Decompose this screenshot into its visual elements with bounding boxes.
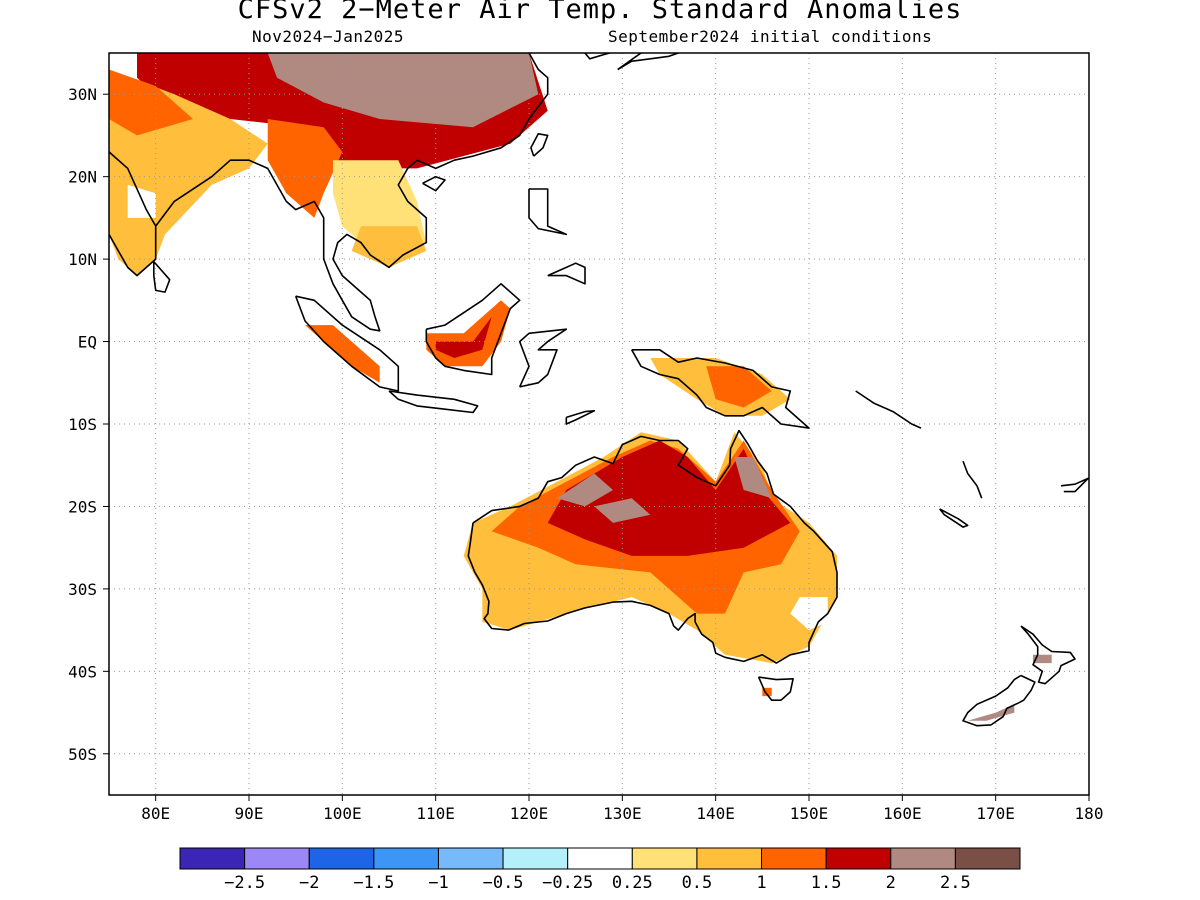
- coastline-vanuatu: [962, 460, 983, 499]
- lon-tick-label: 90E: [235, 804, 264, 823]
- lon-tick-label: 180: [1075, 804, 1104, 823]
- colorbar-label: 2.5: [940, 873, 971, 893]
- anomaly-region-myanmar: [267, 119, 343, 218]
- lat-tick-label: 20S: [68, 497, 97, 516]
- lon-tick-label: 80E: [141, 804, 170, 823]
- colorbar-label: 2: [886, 873, 896, 893]
- colorbar-label: 0.25: [612, 873, 653, 893]
- coastline-java: [388, 390, 479, 414]
- colorbar: −2.5 −2 −1.5 −1 −0.5 −0.25 0.25 0.5 1 1.5 2 2.5: [179, 847, 1021, 893]
- anomaly-region-tibet-china: [267, 53, 539, 128]
- anomaly-region-borneo-red: [435, 316, 492, 358]
- colorbar-swatch: [567, 847, 633, 870]
- colorbar-swatch: [954, 847, 1021, 870]
- lon-tick-label: 160E: [883, 804, 922, 823]
- anomaly-region-india-orange: [109, 69, 193, 136]
- coastline-tasmania: [757, 676, 794, 702]
- colorbar-label: −0.25: [542, 873, 593, 893]
- colorbar-label: −2: [299, 873, 319, 893]
- lon-tick-label: 140E: [696, 804, 735, 823]
- coastline-korea: [584, 53, 613, 60]
- anomaly-region-australia-brown-1: [557, 473, 613, 507]
- lon-tick-label: 150E: [790, 804, 829, 823]
- coastline-solomons: [855, 390, 922, 429]
- colorbar-swatch: [502, 847, 569, 870]
- lon-tick-label: 100E: [323, 804, 362, 823]
- colorbar-label: 1: [756, 873, 766, 893]
- coastline-hainan: [422, 175, 446, 192]
- anomaly-fill-layer: [109, 53, 1052, 721]
- lat-tick-label: 30S: [68, 580, 97, 599]
- anomaly-region-india-white: [127, 184, 156, 218]
- colorbar-label: −1: [428, 873, 448, 893]
- colorbar-swatch: [179, 847, 246, 870]
- coastline-new-caledonia: [939, 508, 969, 528]
- coastline-philippines-mindanao: [547, 262, 586, 285]
- anomaly-region-australia-red: [547, 440, 791, 556]
- colorbar-swatch: [890, 847, 956, 870]
- colorbar-label: 0.5: [682, 873, 713, 893]
- lon-tick-label: 120E: [510, 804, 549, 823]
- lat-tick-label: 10N: [68, 250, 97, 269]
- coastline-japan: [617, 53, 680, 71]
- lat-tick-label: 40S: [68, 662, 97, 681]
- lon-tick-label: 130E: [603, 804, 642, 823]
- coastline-new-guinea: [631, 348, 810, 429]
- colorbar-swatch: [308, 847, 375, 870]
- coastline-borneo: [425, 282, 521, 376]
- colorbar-label: −0.5: [483, 873, 524, 893]
- coastline-taiwan: [530, 133, 549, 157]
- coastline-sri-lanka: [153, 261, 171, 293]
- coastline-india: [109, 151, 157, 277]
- lat-tick-label: 20N: [68, 168, 97, 187]
- anomaly-region-australia-brown-3: [734, 457, 772, 499]
- chart-title: CFSv2 2−Meter Air Temp. Standard Anomali…: [237, 0, 963, 25]
- coastlines: [109, 53, 1089, 727]
- colorbar-swatch: [631, 847, 698, 870]
- coastline-philippines-luzon: [528, 188, 568, 236]
- anomaly-region-indochina-orange: [351, 226, 427, 268]
- colorbar-swatch: [437, 847, 504, 870]
- coastline-fiji: [1060, 477, 1089, 493]
- anomaly-region-nz-north: [1033, 654, 1052, 664]
- coastline-sulawesi: [518, 328, 568, 388]
- colorbar-swatch: [825, 847, 892, 870]
- colorbar-swatch: [696, 847, 763, 870]
- colorbar-swatch: [373, 847, 439, 870]
- lat-tick-label: 50S: [68, 745, 97, 764]
- lat-tick-label: EQ: [78, 333, 97, 352]
- coastline-bay-bengal: [155, 53, 549, 332]
- lat-tick-label: 30N: [68, 85, 97, 104]
- colorbar-swatch: [244, 847, 310, 870]
- chart-subtitle-init: September2024 initial conditions: [608, 27, 933, 46]
- colorbar-label: −2.5: [224, 873, 265, 893]
- gridlines: [109, 53, 1089, 795]
- lat-tick-label: 10S: [68, 415, 97, 434]
- axis-ticks: 80E 90E 100E 110E 120E 130E 140E 150E 160E 170E 18…: [68, 85, 1103, 823]
- lon-tick-label: 170E: [976, 804, 1015, 823]
- colorbar-swatch: [761, 847, 827, 870]
- anomaly-region-new-guinea-orange: [706, 366, 772, 408]
- coastline-timor: [565, 409, 596, 425]
- coastline-sumatra: [294, 295, 400, 392]
- coastline-nz-south: [962, 674, 1036, 727]
- coastline-australia: [467, 429, 838, 664]
- colorbar-label: −1.5: [353, 873, 394, 893]
- colorbar-label: 1.5: [811, 873, 842, 893]
- coastline-nz-north: [1020, 625, 1076, 685]
- lon-tick-label: 110E: [416, 804, 455, 823]
- anomaly-region-australia-brown-2: [594, 498, 651, 523]
- chart-subtitle-period: Nov2024−Jan2025: [252, 27, 404, 46]
